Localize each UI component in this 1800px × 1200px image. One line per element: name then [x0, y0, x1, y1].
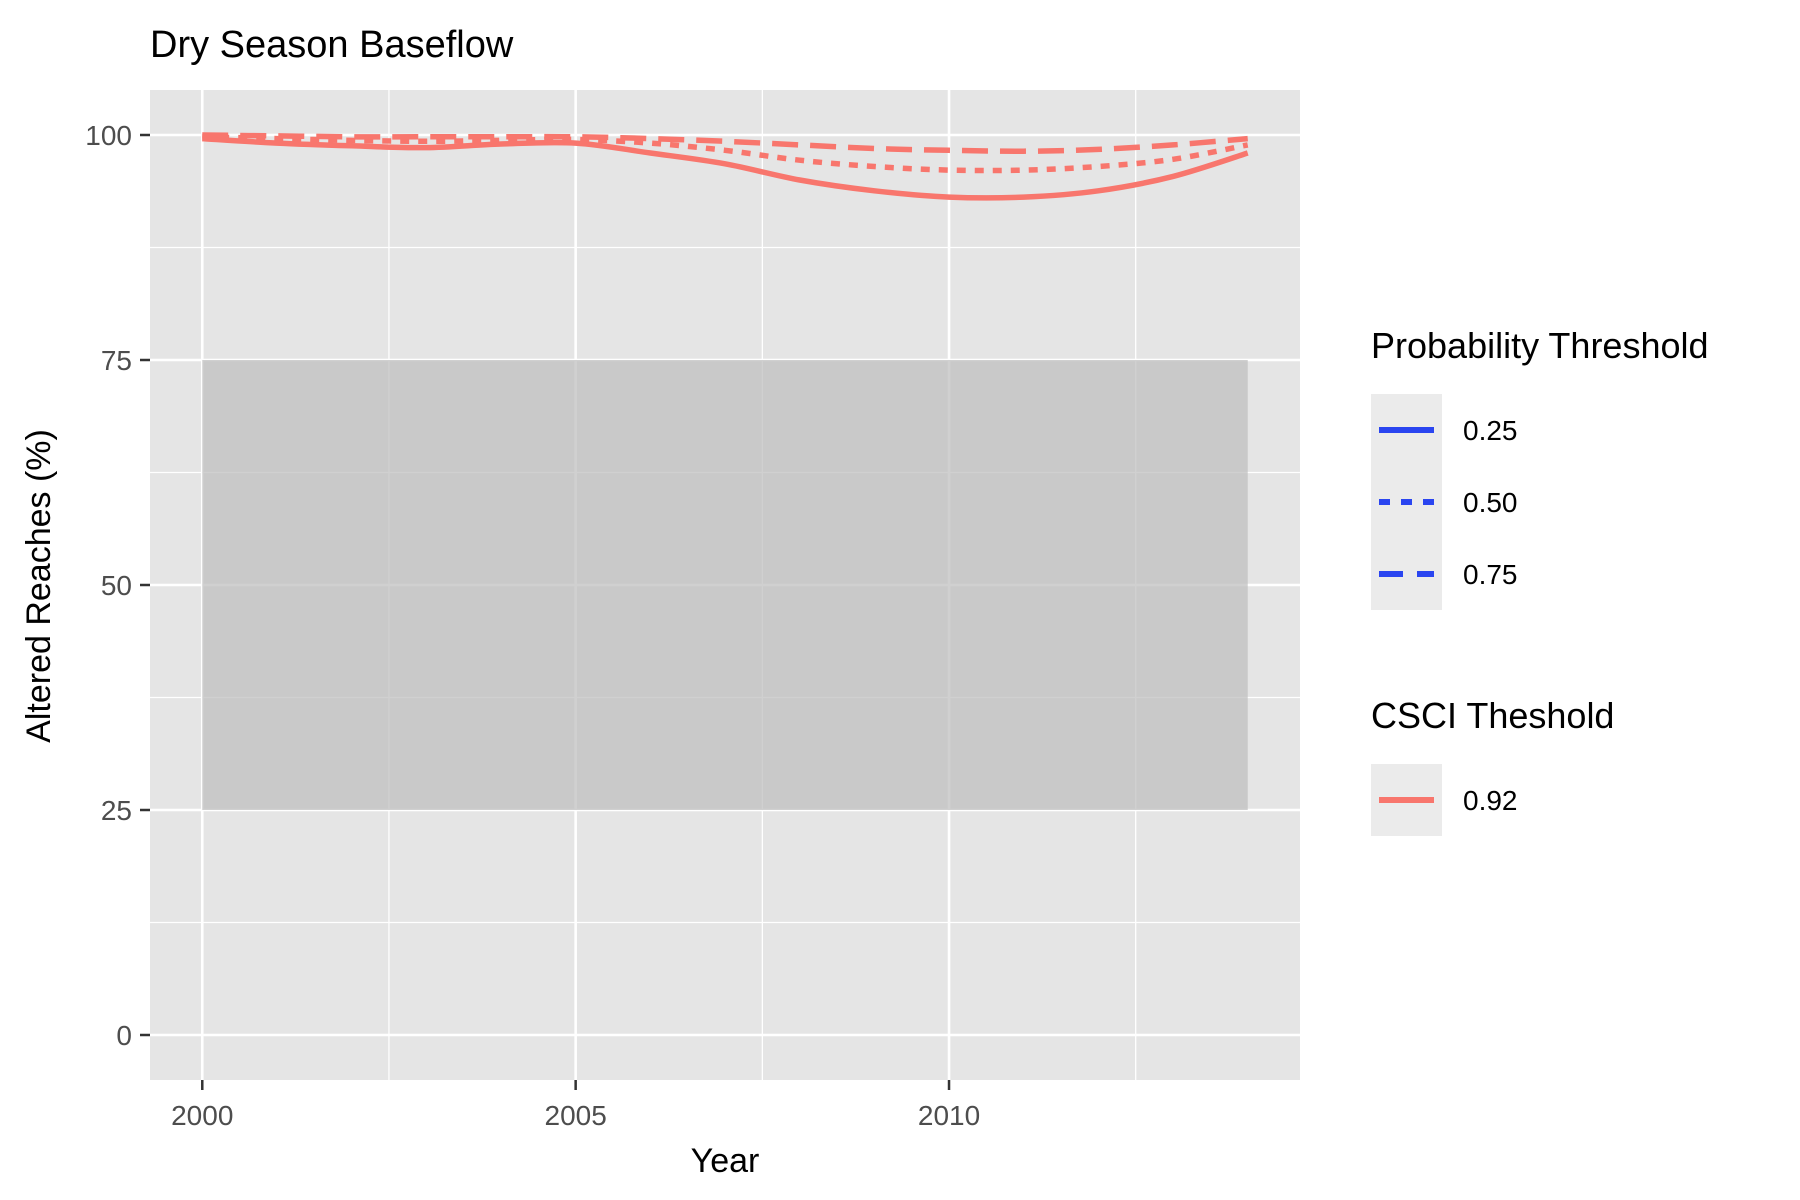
series-line-0.50	[202, 134, 1249, 174]
y-tick-label: 25	[101, 795, 132, 826]
series-line-0.25	[202, 135, 1249, 201]
y-axis-label: Altered Reaches (%)	[20, 429, 58, 743]
chart-title: Dry Season Baseflow	[150, 24, 514, 66]
x-tick-label: 2005	[545, 1100, 607, 1131]
y-tick-label: 75	[101, 345, 132, 376]
series-line-0.75	[202, 132, 1248, 154]
axis-ticks	[140, 133, 951, 1090]
y-tick-label: 50	[101, 570, 132, 601]
x-tick-label: 2000	[171, 1100, 233, 1131]
legend-entry-label: 0.25	[1463, 415, 1518, 446]
x-tick-labels: 2000 2005 2010	[171, 1100, 980, 1131]
x-axis-label: Year	[691, 1142, 760, 1180]
y-tick-label: 100	[85, 120, 132, 151]
y-tick-label: 0	[116, 1020, 132, 1051]
x-tick-label: 2010	[918, 1100, 980, 1131]
legend-entry-label: 0.50	[1463, 487, 1518, 518]
legend-title: CSCI Theshold	[1371, 695, 1614, 736]
reference-band	[202, 360, 1248, 810]
legend-2: CSCI Theshold 0.92	[1371, 695, 1614, 836]
y-tick-labels: 0 25 50 75 100	[85, 120, 132, 1051]
legend-1: Probability Threshold 0.25 0.50 0.75	[1371, 325, 1709, 610]
legend-entry-label: 0.75	[1463, 559, 1518, 590]
series-lines	[202, 132, 1249, 201]
legend-entry-label: 0.92	[1463, 785, 1518, 816]
legend-title: Probability Threshold	[1371, 325, 1709, 366]
legends: Probability Threshold 0.25 0.50 0.75 CSCI Th…	[1371, 325, 1709, 836]
